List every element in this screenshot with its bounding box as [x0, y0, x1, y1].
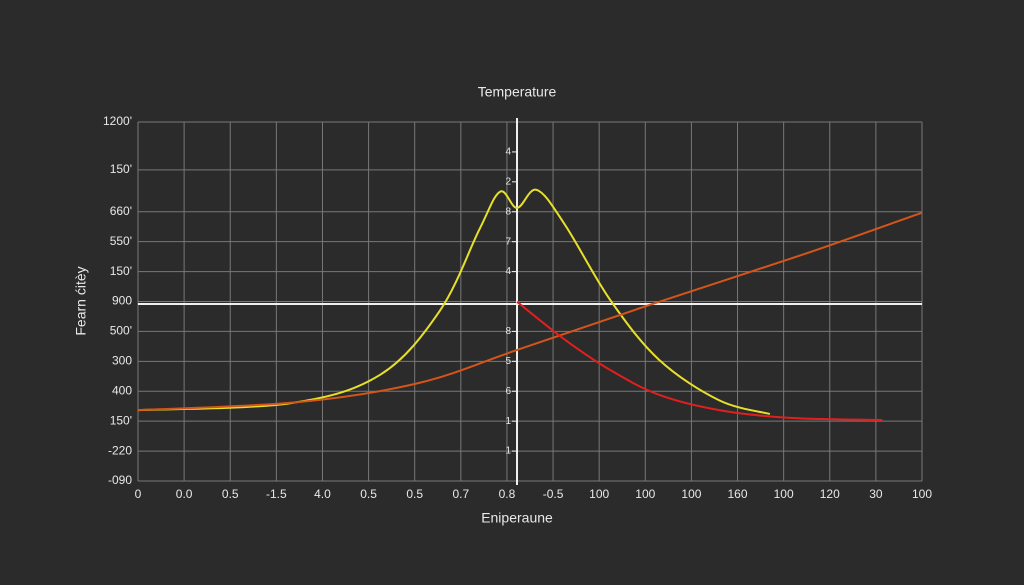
x-tick-label: 160	[728, 487, 748, 501]
x-tick-label: 100	[774, 487, 794, 501]
chart-title: Temperature	[478, 84, 557, 100]
x-tick-label: 100	[912, 487, 932, 501]
x-tick-label: 100	[589, 487, 609, 501]
y-tick-label: 500'	[110, 324, 132, 338]
grid	[137, 121, 923, 482]
line	[137, 188, 771, 415]
y-tick-label: -090	[108, 473, 132, 487]
y-axis-label: Fearn ćitèy	[73, 266, 89, 335]
x-tick-label: 0.5	[360, 487, 377, 501]
line	[137, 211, 923, 412]
y2-tick-label: 1	[505, 416, 511, 427]
y2-tick-label: 4	[505, 266, 511, 277]
x-tick-label: 100	[681, 487, 701, 501]
y-tick-label: -220	[108, 443, 132, 457]
x-axis-label: Eniperaune	[481, 510, 553, 526]
y-tick-label: 1200'	[103, 114, 132, 128]
y-tick-label: 150'	[110, 413, 132, 427]
y-tick-label: 900	[112, 294, 132, 308]
y2-tick-label: 4	[505, 147, 511, 158]
x-tick-label: 4.0	[314, 487, 331, 501]
y-tick-label: 400	[112, 383, 132, 397]
y2-tick-label: 7	[505, 236, 511, 247]
y2-tick-label: 2	[505, 176, 511, 187]
x-tick-label: 0.7	[452, 487, 469, 501]
x-tick-label: 120	[820, 487, 840, 501]
x-tick-label: 100	[635, 487, 655, 501]
y-tick-label: 660'	[110, 204, 132, 218]
y2-tick-label: 8	[505, 206, 511, 217]
y-tick-label: 150'	[110, 162, 132, 176]
x-tick-label: 0.8	[499, 487, 516, 501]
x-tick-label: 0.5	[406, 487, 423, 501]
y2-tick-label: 5	[505, 356, 511, 367]
x-tick-label: 0	[135, 487, 142, 501]
x-tick-label: 0.5	[222, 487, 239, 501]
y-tick-label: 550'	[110, 234, 132, 248]
x-tick-label: -0.5	[543, 487, 564, 501]
x-tick-label: -1.5	[266, 487, 287, 501]
line	[516, 301, 883, 421]
y2-tick-label: 8	[505, 326, 511, 337]
y-tick-label: 150'	[110, 264, 132, 278]
y-tick-label: 300	[112, 354, 132, 368]
y2-tick-label: 1	[505, 446, 511, 457]
x-tick-label: 30	[869, 487, 883, 501]
x-tick-label: 0.0	[176, 487, 193, 501]
y2-tick-label: 6	[505, 386, 511, 397]
